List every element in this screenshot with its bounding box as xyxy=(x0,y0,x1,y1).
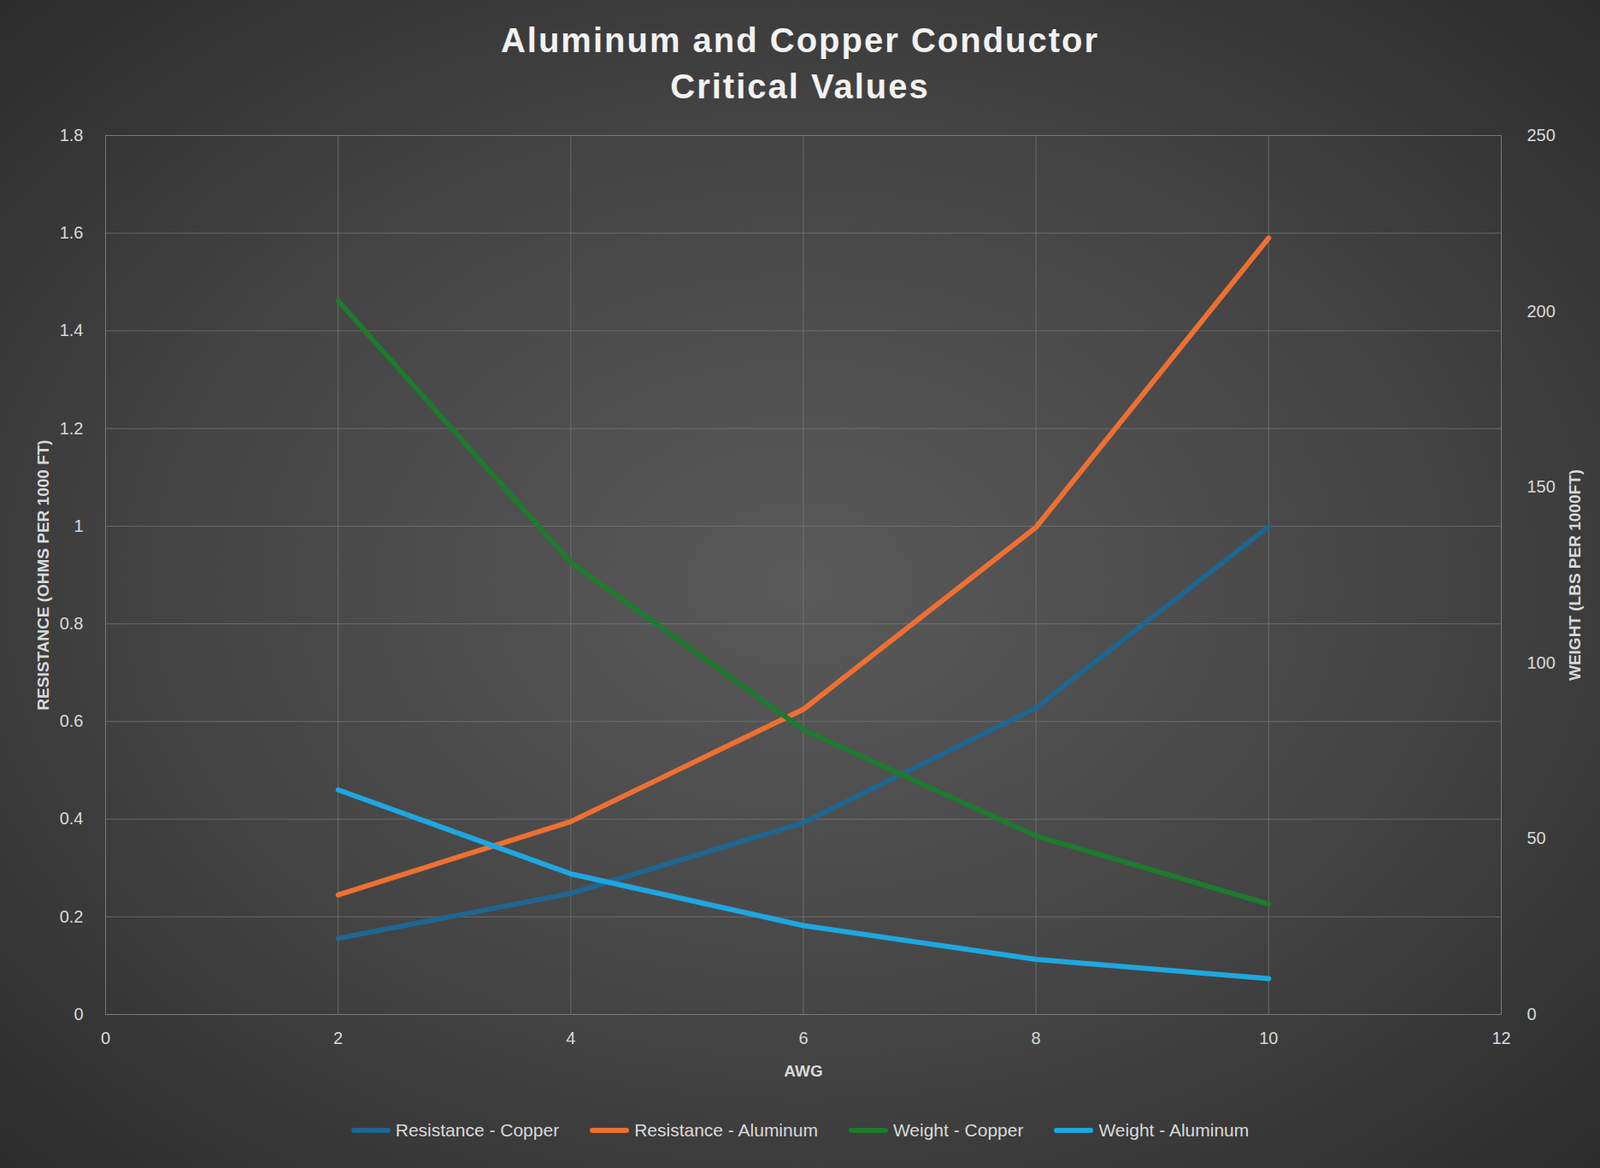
svg-text:8: 8 xyxy=(1031,1028,1042,1048)
svg-text:6: 6 xyxy=(798,1028,808,1048)
svg-text:1.8: 1.8 xyxy=(59,125,84,145)
svg-text:50: 50 xyxy=(1527,828,1547,848)
svg-text:WEIGHT (LBS PER 1000FT): WEIGHT (LBS PER 1000FT) xyxy=(1565,469,1584,681)
svg-text:10: 10 xyxy=(1258,1028,1278,1048)
html-text:Weight - Copper: Weight - Copper xyxy=(893,1119,1024,1140)
svg-text:RESISTANCE (OHMS PER 1000 FT): RESISTANCE (OHMS PER 1000 FT) xyxy=(34,439,53,710)
svg-text:2: 2 xyxy=(333,1028,343,1048)
svg-text:0: 0 xyxy=(73,1004,83,1024)
svg-text:0.4: 0.4 xyxy=(59,808,84,828)
svg-text:1.6: 1.6 xyxy=(59,223,84,242)
svg-text:0: 0 xyxy=(100,1028,111,1048)
svg-text:0.2: 0.2 xyxy=(59,906,84,926)
svg-text:150: 150 xyxy=(1527,476,1556,496)
html-text:Resistance - Copper: Resistance - Copper xyxy=(395,1119,560,1140)
svg-text:100: 100 xyxy=(1527,652,1556,672)
html-text:Resistance - Aluminum: Resistance - Aluminum xyxy=(634,1119,818,1140)
svg-text:0.6: 0.6 xyxy=(59,711,84,730)
html-text:Weight - Aluminum: Weight - Aluminum xyxy=(1098,1119,1249,1140)
svg-text:1: 1 xyxy=(73,516,83,536)
svg-text:AWG: AWG xyxy=(783,1061,823,1080)
svg-text:1.2: 1.2 xyxy=(59,418,84,438)
svg-text:0: 0 xyxy=(1527,1004,1537,1024)
svg-text:1.4: 1.4 xyxy=(59,320,84,340)
svg-text:4: 4 xyxy=(565,1028,576,1048)
svg-text:250: 250 xyxy=(1527,125,1556,145)
html-text:Aluminum and Copper Conductor: Aluminum and Copper Conductor Critical V… xyxy=(500,21,1100,106)
svg-text:12: 12 xyxy=(1491,1028,1511,1048)
svg-text:200: 200 xyxy=(1527,301,1556,321)
svg-text:0.8: 0.8 xyxy=(59,613,84,633)
